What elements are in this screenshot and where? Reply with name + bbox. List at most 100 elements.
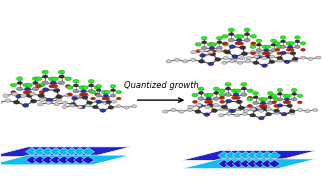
Circle shape [228,38,234,42]
Circle shape [295,40,300,43]
Polygon shape [225,151,237,160]
Circle shape [216,49,222,52]
Circle shape [228,109,233,112]
Circle shape [210,53,216,56]
Circle shape [260,101,266,104]
Circle shape [196,104,202,107]
Circle shape [253,101,259,105]
Circle shape [95,93,99,96]
Circle shape [284,98,289,101]
Circle shape [195,43,201,46]
Circle shape [259,116,264,120]
Circle shape [230,60,235,63]
Circle shape [289,42,294,45]
Circle shape [3,94,9,97]
Circle shape [256,106,261,110]
Circle shape [81,90,86,93]
Polygon shape [269,151,280,160]
Circle shape [209,46,214,50]
Polygon shape [269,160,280,168]
Circle shape [32,87,39,91]
Circle shape [268,96,273,99]
Circle shape [70,103,76,106]
Circle shape [48,100,53,103]
Circle shape [271,43,276,46]
Circle shape [96,89,101,91]
Circle shape [39,91,44,94]
Circle shape [281,113,287,116]
Circle shape [191,58,196,61]
Circle shape [232,96,237,99]
Circle shape [225,82,231,86]
Circle shape [241,87,246,90]
Circle shape [42,81,48,85]
Circle shape [245,60,251,63]
Circle shape [295,45,300,48]
Circle shape [193,100,197,103]
Circle shape [210,43,216,46]
Circle shape [242,112,248,115]
Circle shape [82,86,88,89]
Circle shape [271,94,277,98]
Circle shape [244,33,250,36]
Circle shape [65,77,71,81]
Circle shape [11,91,16,94]
Circle shape [179,110,184,113]
Circle shape [231,89,238,93]
Polygon shape [33,148,46,156]
Circle shape [308,57,313,60]
Polygon shape [66,156,79,164]
Circle shape [267,51,273,54]
Circle shape [77,105,82,108]
Circle shape [241,82,247,86]
Circle shape [207,103,213,107]
Circle shape [207,93,213,97]
Circle shape [207,43,213,46]
Circle shape [58,70,65,74]
Circle shape [234,89,241,93]
Circle shape [23,104,29,107]
Circle shape [92,105,98,109]
Circle shape [277,52,282,55]
Circle shape [259,105,264,107]
Circle shape [241,52,248,56]
Circle shape [43,75,48,78]
Circle shape [253,91,259,95]
Circle shape [96,94,101,97]
Circle shape [262,45,268,48]
Polygon shape [25,148,38,156]
Circle shape [253,61,259,64]
Circle shape [208,51,213,54]
Polygon shape [82,156,94,164]
Circle shape [252,108,258,111]
Circle shape [54,103,60,106]
Circle shape [265,52,270,55]
Circle shape [250,114,256,117]
Circle shape [238,106,244,110]
Circle shape [102,97,107,100]
Circle shape [240,46,246,49]
Circle shape [295,36,300,39]
Circle shape [288,45,293,48]
Circle shape [49,85,54,88]
Circle shape [253,96,258,99]
Circle shape [250,45,256,48]
Circle shape [264,49,269,52]
Circle shape [300,56,306,59]
Circle shape [262,52,267,55]
Circle shape [221,105,227,109]
Circle shape [261,98,267,101]
Circle shape [208,50,213,53]
Circle shape [298,101,302,104]
Circle shape [39,98,45,101]
Circle shape [219,93,225,97]
Circle shape [16,87,23,91]
Circle shape [216,36,223,40]
Circle shape [277,88,283,92]
Circle shape [25,87,30,91]
Circle shape [251,42,256,45]
Circle shape [222,61,227,64]
Circle shape [229,45,235,48]
Circle shape [262,105,267,107]
Circle shape [39,83,45,87]
